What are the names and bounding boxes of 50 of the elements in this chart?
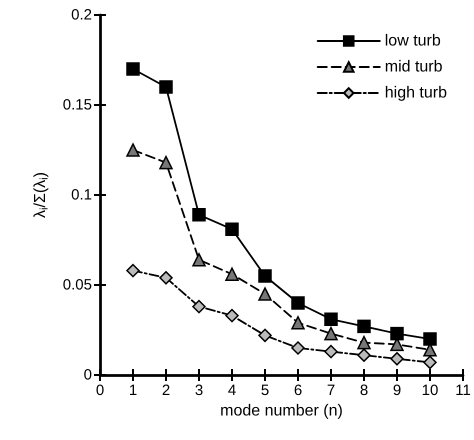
point (324, 326, 338, 340)
x-axis-title: mode number (n) (220, 402, 343, 420)
x-tick-label: 2 (162, 382, 170, 399)
legend-label: low turb (384, 32, 441, 50)
point (225, 308, 239, 322)
y-tick-label: 0.15 (62, 96, 92, 114)
point (357, 348, 371, 362)
point (192, 208, 206, 222)
point (291, 316, 305, 330)
point (258, 269, 272, 283)
y-tick-label: 0 (84, 366, 92, 384)
point (423, 356, 437, 370)
x-tick-label: 9 (392, 382, 402, 399)
point (258, 328, 272, 342)
point (159, 156, 173, 170)
x-tick-label: 6 (294, 382, 302, 399)
point (192, 253, 206, 267)
x-tick-label: 5 (260, 382, 270, 399)
legend-label: high turb (384, 84, 448, 102)
point (357, 320, 371, 334)
point (390, 326, 404, 340)
y-tick-label: 0.2 (71, 6, 92, 24)
point (423, 332, 437, 346)
point (126, 264, 140, 278)
x-tick-label: 4 (228, 382, 236, 399)
x-tick-label: 8 (360, 382, 368, 399)
x-tick-label: 1 (128, 382, 138, 399)
point (225, 222, 239, 236)
point (192, 300, 206, 314)
x-tick-label: 11 (455, 382, 471, 399)
x-tick-label: 0 (96, 382, 104, 399)
y-tick-label: 0.05 (62, 276, 92, 294)
point (324, 312, 338, 326)
y-axis-title: λi/Σ(λi) (32, 172, 50, 218)
point (225, 267, 239, 281)
x-tick-label: 7 (326, 382, 336, 399)
x-tick-label: 3 (194, 382, 204, 399)
y-tick-label: 0.1 (71, 186, 92, 204)
point (258, 287, 272, 301)
point (291, 296, 305, 310)
point (159, 271, 173, 285)
x-tick-label: 10 (422, 382, 438, 399)
point (159, 80, 173, 94)
point (126, 143, 140, 157)
point (357, 336, 371, 350)
point (291, 341, 305, 355)
point (324, 344, 338, 358)
point (126, 62, 140, 76)
point (390, 352, 404, 366)
legend-label: mid turb (384, 58, 443, 76)
